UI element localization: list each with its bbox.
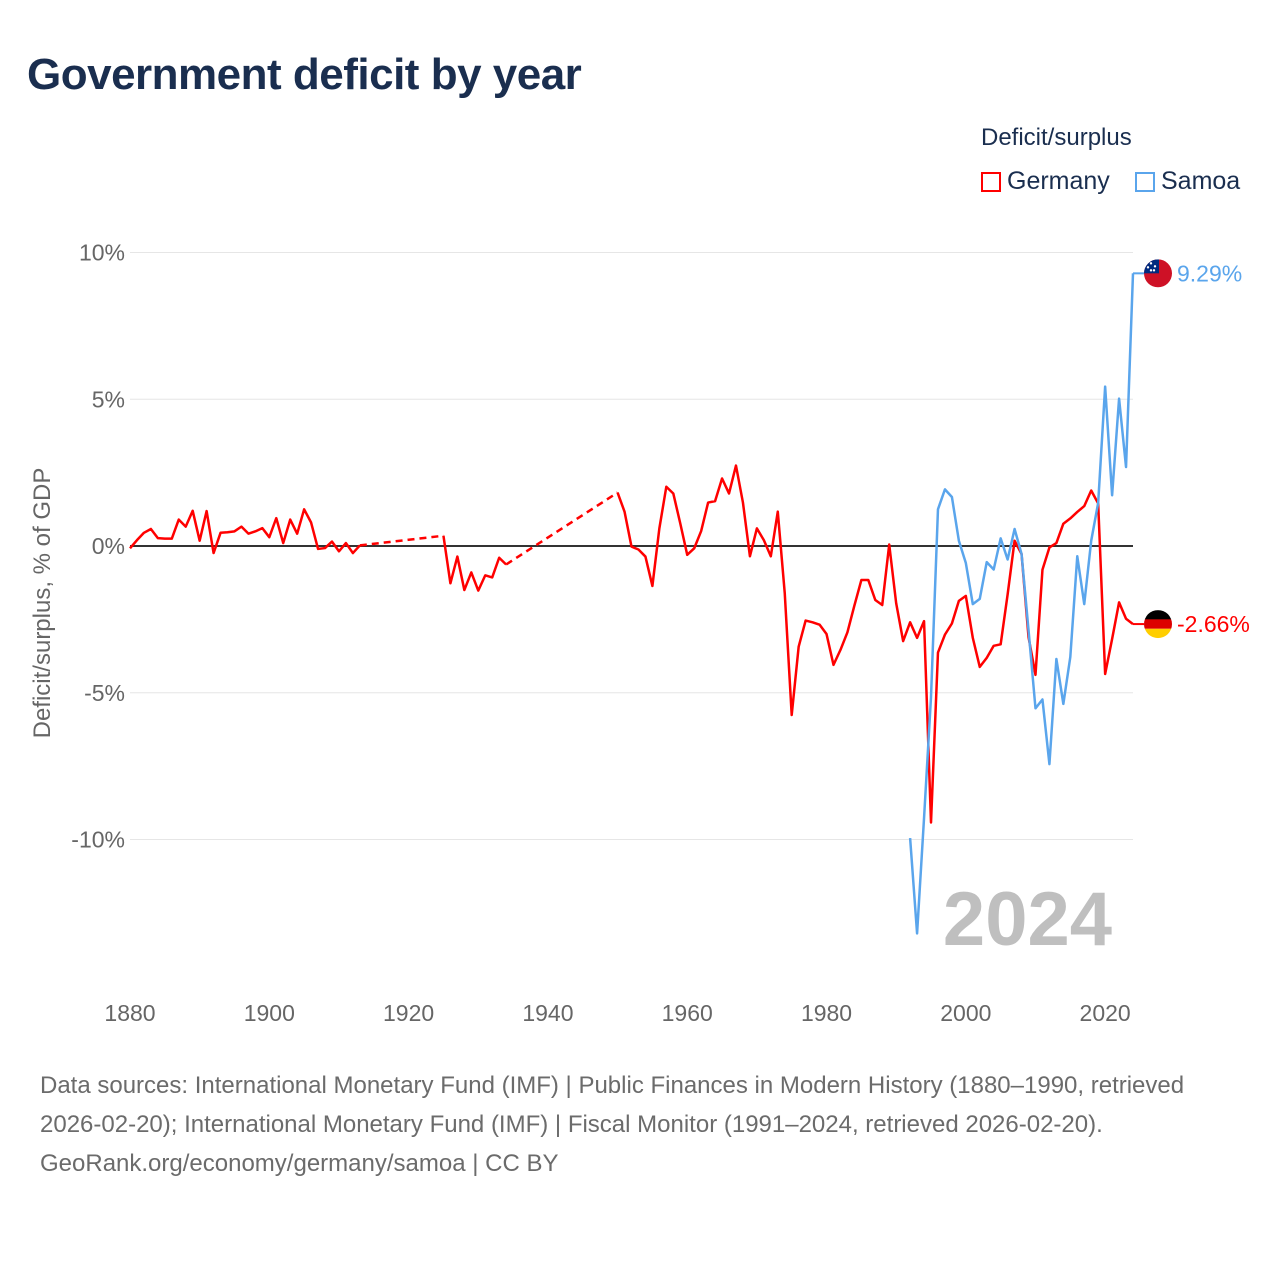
footer: Data sources: International Monetary Fun…	[40, 1066, 1240, 1183]
series-line-samoa	[908, 273, 1135, 935]
legend-item-samoa[interactable]: Samoa	[1135, 167, 1240, 196]
x-tick-label: 2020	[1080, 1000, 1131, 1026]
y-tick-label: -5%	[84, 680, 125, 706]
x-tick-label: 1980	[801, 1000, 852, 1026]
flag-star	[1146, 266, 1150, 269]
series-lines	[129, 273, 1135, 935]
end-labels: -2.66% 9.29%	[1133, 259, 1250, 639]
series-line-germany	[129, 508, 361, 555]
flag-star	[1149, 269, 1153, 272]
flag-star	[1153, 265, 1157, 268]
legend-title: Deficit/surplus	[981, 124, 1132, 151]
y-tick-label: 0%	[92, 533, 125, 559]
y-tick-label: 5%	[92, 386, 125, 412]
chart-title: Government deficit by year	[27, 50, 582, 99]
flag-stripe-gold	[1144, 628, 1172, 639]
germany-flag-icon	[1144, 610, 1172, 639]
flag-stripe-red	[1144, 619, 1172, 629]
x-tick-label: 1900	[244, 1000, 295, 1026]
credit-link[interactable]: GeoRank.org/economy/germany/samoa | CC B…	[40, 1150, 559, 1177]
data-sources: Data sources: International Monetary Fun…	[40, 1072, 1185, 1138]
x-tick-label: 1940	[522, 1000, 573, 1026]
legend-swatch-germany	[981, 171, 1001, 192]
y-tick-label: -10%	[71, 827, 125, 853]
year-watermark: 2024	[943, 877, 1112, 962]
gap-line-germany	[359, 534, 444, 547]
y-axis-ticks: 10% 5% 0% -5% -10%	[71, 240, 125, 853]
gap-line-germany	[505, 491, 619, 566]
legend-label-samoa: Samoa	[1161, 167, 1241, 195]
x-tick-label: 1920	[383, 1000, 434, 1026]
flag-star	[1152, 269, 1156, 272]
x-tick-label: 1960	[662, 1000, 713, 1026]
gridlines	[130, 252, 1133, 840]
legend-swatch-samoa	[1135, 171, 1155, 192]
flag-stripe-black	[1144, 610, 1172, 620]
line-chart: 10% 5% 0% -5% -10% 1880 1900 1920 1940 1960 1980 2…	[29, 240, 1250, 1027]
x-axis-ticks: 1880 1900 1920 1940 1960 1980 2000 2020	[104, 1000, 1130, 1026]
end-label-germany: -2.66%	[1177, 611, 1250, 637]
legend-label-germany: Germany	[1007, 167, 1110, 195]
end-label-samoa: 9.29%	[1177, 260, 1242, 286]
series-line-germany	[616, 464, 1134, 824]
y-tick-label: 10%	[79, 240, 125, 266]
series-line-germany	[442, 535, 507, 592]
samoa-flag-icon	[1144, 259, 1172, 288]
flag-star	[1149, 262, 1153, 265]
legend-item-germany[interactable]: Germany	[981, 167, 1110, 196]
x-tick-label: 2000	[940, 1000, 991, 1026]
y-axis-label: Deficit/surplus, % of GDP	[29, 468, 56, 739]
x-tick-label: 1880	[104, 1000, 155, 1026]
